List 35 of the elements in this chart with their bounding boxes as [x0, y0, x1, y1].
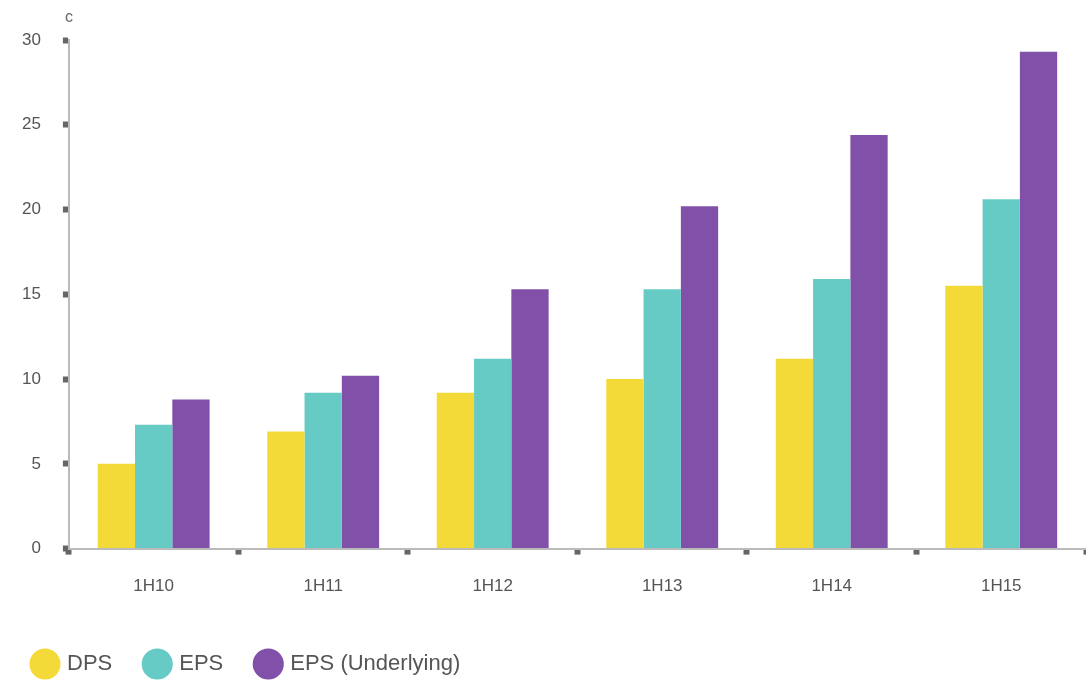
- bar: [97, 463, 136, 549]
- bar: [945, 285, 983, 549]
- bar: [267, 431, 305, 549]
- bar: [172, 399, 210, 549]
- y-tick-label: 20: [21, 199, 41, 219]
- bar: [850, 134, 888, 549]
- x-tick-label: 1H15: [980, 576, 1022, 596]
- bar: [775, 358, 814, 549]
- bar: [135, 424, 173, 549]
- y-tick-label: 15: [21, 283, 41, 303]
- legend-label: DPS: [67, 650, 113, 676]
- y-axis-title: c: [64, 8, 73, 26]
- legend-label: EPS: [179, 650, 224, 676]
- x-tick-label: 1H13: [641, 576, 683, 596]
- y-tick-label: 25: [21, 114, 41, 134]
- y-tick-label: 10: [21, 368, 41, 388]
- x-tick-label: 1H11: [303, 576, 343, 596]
- y-tick-label: 5: [31, 453, 41, 473]
- bar: [982, 199, 1020, 549]
- bar: [643, 289, 681, 549]
- bar: [304, 392, 342, 549]
- bar: [474, 358, 512, 549]
- bar: [680, 206, 719, 549]
- x-tick-label: 1H12: [472, 576, 514, 596]
- x-tick-label: 1H14: [811, 576, 853, 596]
- y-tick-label: 0: [31, 538, 41, 558]
- y-tick-label: 30: [21, 29, 41, 49]
- bar: [511, 289, 549, 549]
- bar: [1019, 51, 1058, 549]
- legend-label: EPS (Underlying): [290, 650, 461, 676]
- bar: [813, 279, 851, 549]
- bar: [341, 375, 380, 549]
- bar: [606, 379, 644, 549]
- bar: [436, 392, 475, 549]
- x-tick-label: 1H10: [133, 576, 174, 596]
